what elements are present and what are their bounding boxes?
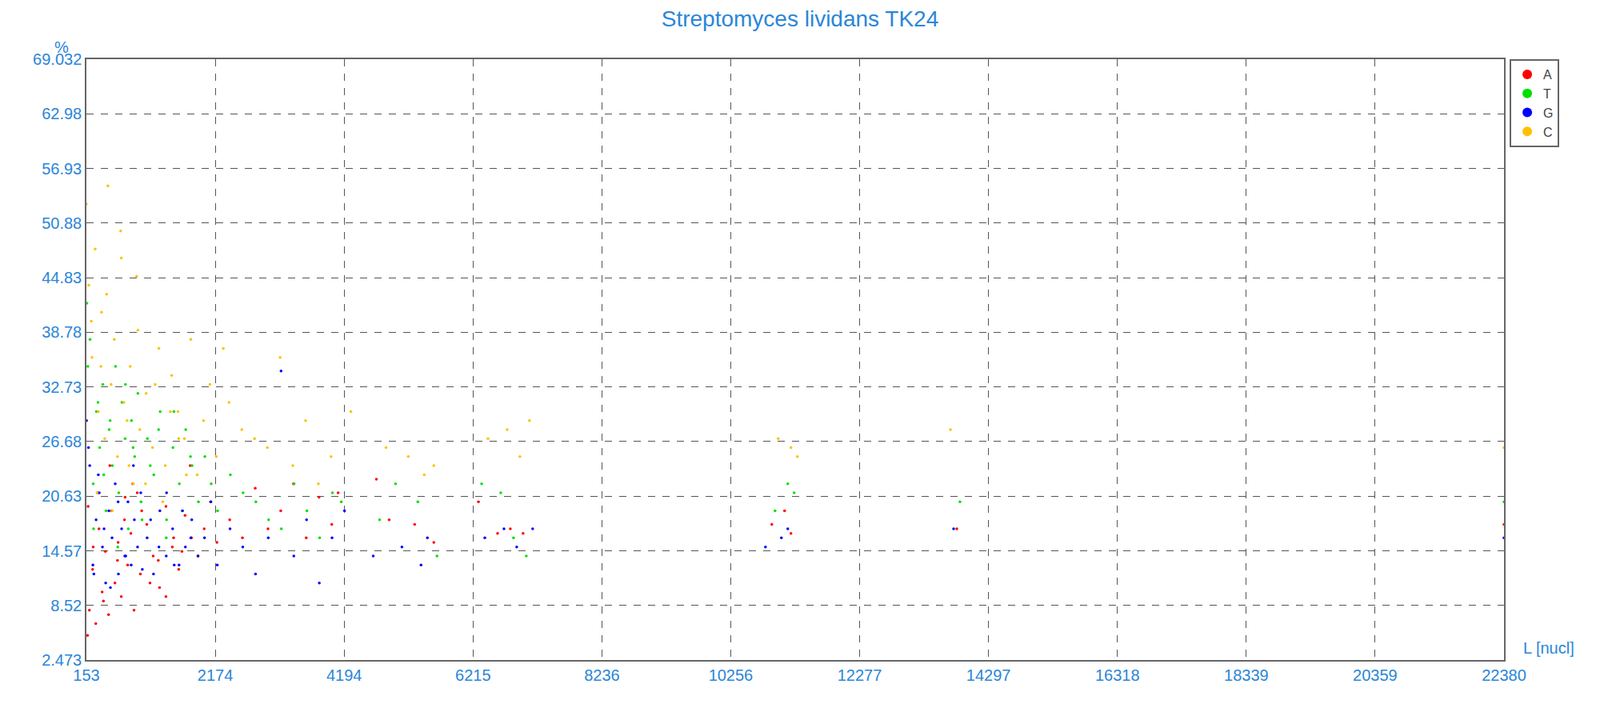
svg-text:56.93: 56.93 [41,160,82,178]
svg-text:12277: 12277 [837,666,883,684]
svg-text:22380: 22380 [1481,666,1527,684]
svg-text:A: A [1543,68,1552,82]
svg-text:L [nucl]: L [nucl] [1523,639,1575,657]
svg-text:T: T [1543,87,1552,101]
svg-text:G: G [1543,106,1553,120]
svg-text:14297: 14297 [966,666,1012,684]
svg-text:20359: 20359 [1352,666,1398,684]
svg-text:4194: 4194 [326,666,363,684]
svg-text:44.83: 44.83 [41,268,82,287]
svg-text:18339: 18339 [1224,666,1269,684]
svg-text:2.473: 2.473 [41,651,82,669]
svg-text:10256: 10256 [708,666,754,684]
svg-text:62.98: 62.98 [41,104,82,123]
svg-text:16318: 16318 [1095,666,1140,684]
svg-text:38.78: 38.78 [41,323,82,341]
svg-text:153: 153 [72,666,100,684]
svg-text:14.57: 14.57 [41,542,82,560]
svg-text:6215: 6215 [455,666,492,684]
svg-text:20.63: 20.63 [41,487,82,505]
svg-text:2174: 2174 [197,666,234,684]
svg-text:8.52: 8.52 [50,596,82,615]
svg-text:32.73: 32.73 [41,378,82,396]
svg-text:50.88: 50.88 [41,214,82,232]
svg-text:%: % [54,38,69,56]
svg-text:8236: 8236 [584,666,620,684]
svg-text:69.032: 69.032 [32,50,82,68]
svg-text:C: C [1543,125,1553,140]
svg-text:26.68: 26.68 [41,432,82,451]
svg-text:Streptomyces lividans TK24: Streptomyces lividans TK24 [661,6,940,32]
